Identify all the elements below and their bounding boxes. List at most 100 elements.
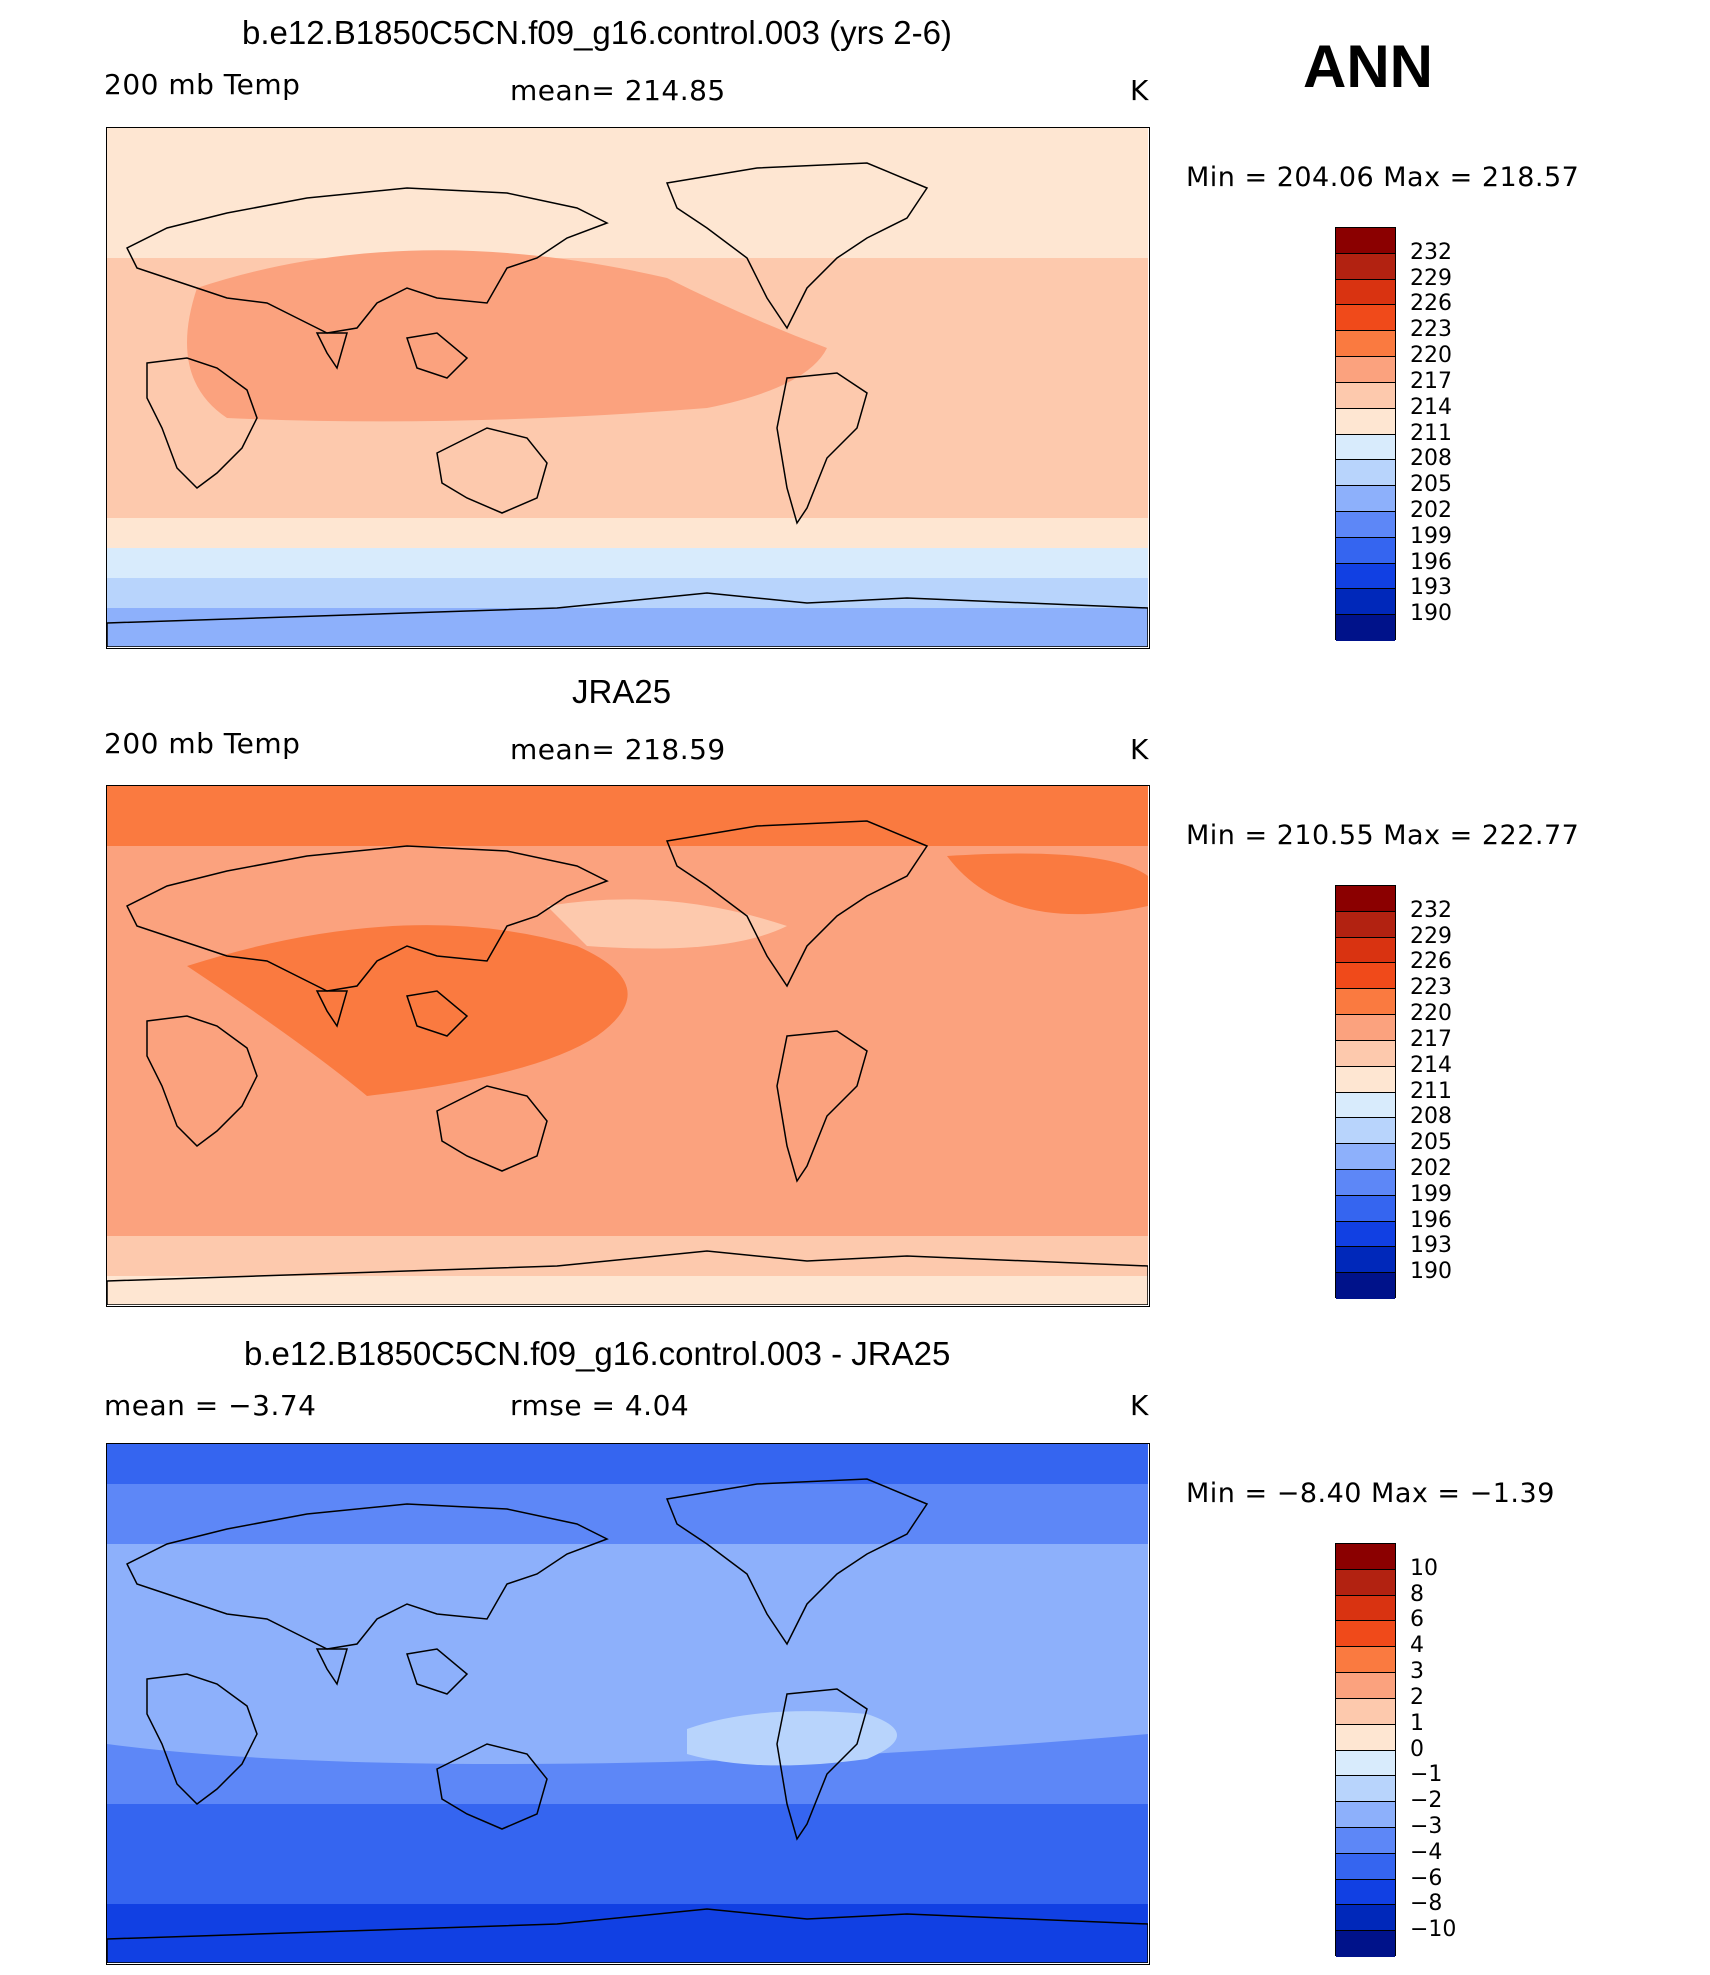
colorbar-swatch — [1336, 434, 1395, 461]
colorbar-label: −10 — [1410, 1917, 1457, 1943]
colorbar-swatch — [1336, 460, 1395, 487]
coastline — [146, 357, 258, 489]
colorbar-label: 193 — [1410, 1233, 1452, 1259]
colorbar-label: 208 — [1410, 1104, 1452, 1130]
colorbar-swatch — [1336, 1195, 1395, 1222]
colorbar-label: 232 — [1410, 239, 1452, 265]
colorbar-label: 229 — [1410, 923, 1452, 949]
colorbar-label: −6 — [1410, 1865, 1443, 1891]
panel3-rmse-label: rmse = 4.04 — [510, 1389, 690, 1422]
panel1-map — [106, 127, 1150, 649]
colorbar-swatch — [1336, 1698, 1395, 1725]
colorbar-label: 208 — [1410, 446, 1452, 472]
panel1-colorbar — [1335, 227, 1396, 641]
panel3-map — [106, 1443, 1150, 1965]
panel3-colorbar — [1335, 1543, 1396, 1957]
coastline — [665, 1478, 929, 1646]
coastline — [665, 820, 929, 988]
colorbar-swatch — [1336, 1569, 1395, 1596]
colorbar-label: 1 — [1410, 1710, 1424, 1736]
field-contour — [547, 899, 787, 949]
field-contour — [687, 1711, 897, 1766]
colorbar-label: 199 — [1410, 1181, 1452, 1207]
field-band — [107, 548, 1148, 578]
panel3-minmax: Min = −8.40 Max = −1.39 — [1186, 1478, 1555, 1509]
colorbar-label: 217 — [1410, 1026, 1452, 1052]
colorbar-swatch — [1336, 1040, 1395, 1067]
colorbar-swatch — [1336, 1647, 1395, 1674]
field-contour — [107, 1544, 1148, 1764]
panel2-title: JRA25 — [572, 673, 672, 710]
colorbar-label: 202 — [1410, 1155, 1452, 1181]
colorbar-swatch — [1336, 1673, 1395, 1699]
colorbar-label: 193 — [1410, 575, 1452, 601]
field-band — [107, 1444, 1148, 1484]
colorbar-label: 10 — [1410, 1555, 1438, 1581]
colorbar-swatch — [1336, 1776, 1395, 1803]
colorbar-label: 0 — [1410, 1736, 1424, 1762]
colorbar-swatch — [1336, 1221, 1395, 1248]
colorbar-swatch — [1336, 486, 1395, 512]
colorbar-label: 226 — [1410, 291, 1452, 317]
colorbar-label: 3 — [1410, 1659, 1424, 1685]
colorbar-label: 4 — [1410, 1633, 1424, 1659]
colorbar-label: 229 — [1410, 265, 1452, 291]
colorbar-swatch — [1336, 563, 1395, 590]
colorbar-swatch — [1336, 1015, 1395, 1041]
colorbar-swatch — [1336, 357, 1395, 383]
colorbar-label: −8 — [1410, 1891, 1443, 1917]
coastline — [107, 1250, 1148, 1305]
colorbar-label: 8 — [1410, 1581, 1424, 1607]
field-contour — [187, 925, 628, 1096]
panel2-mean-label: mean= 218.59 — [510, 733, 726, 766]
colorbar-swatch — [1336, 937, 1395, 964]
colorbar-label: 6 — [1410, 1607, 1424, 1633]
colorbar-label: 196 — [1410, 1207, 1452, 1233]
field-contour — [947, 853, 1148, 915]
panel2-left-label: 200 mb Temp — [104, 727, 301, 760]
colorbar-label: 190 — [1410, 1259, 1452, 1285]
colorbar-label: 205 — [1410, 1130, 1452, 1156]
panel1-left-label: 200 mb Temp — [104, 68, 301, 101]
coastline — [146, 1015, 258, 1147]
colorbar-swatch — [1336, 1247, 1395, 1274]
panel2-minmax: Min = 210.55 Max = 222.77 — [1186, 820, 1580, 851]
colorbar-swatch — [1336, 886, 1395, 912]
colorbar-swatch — [1336, 1853, 1395, 1880]
panel1-minmax: Min = 204.06 Max = 218.57 — [1186, 162, 1580, 193]
coastline — [125, 187, 609, 334]
colorbar-label: 211 — [1410, 420, 1452, 446]
colorbar-swatch — [1336, 1724, 1395, 1751]
colorbar-swatch — [1336, 228, 1395, 254]
colorbar-swatch — [1336, 1905, 1395, 1932]
colorbar-label: 214 — [1410, 394, 1452, 420]
panel2-map — [106, 785, 1150, 1307]
panel2-colorbar — [1335, 885, 1396, 1299]
colorbar-label: −1 — [1410, 1762, 1443, 1788]
colorbar-swatch — [1336, 989, 1395, 1016]
colorbar-swatch — [1336, 1066, 1395, 1093]
coastline — [315, 1648, 348, 1686]
colorbar-swatch — [1336, 331, 1395, 358]
coastline — [665, 162, 929, 330]
colorbar-swatch — [1336, 911, 1395, 938]
colorbar-swatch — [1336, 1144, 1395, 1170]
colorbar-label: 220 — [1410, 343, 1452, 369]
coastline — [776, 1688, 868, 1841]
colorbar-swatch — [1336, 253, 1395, 280]
colorbar-label: 190 — [1410, 601, 1452, 627]
coastline — [776, 1030, 868, 1183]
colorbar-swatch — [1336, 382, 1395, 409]
colorbar-label: 214 — [1410, 1052, 1452, 1078]
colorbar-label: −3 — [1410, 1813, 1443, 1839]
colorbar-swatch — [1336, 305, 1395, 332]
colorbar-label: 232 — [1410, 897, 1452, 923]
coastline — [406, 332, 469, 379]
season-label: ANN — [1303, 33, 1433, 100]
coastline — [406, 1648, 469, 1695]
coastline — [436, 427, 548, 514]
colorbar-swatch — [1336, 1827, 1395, 1854]
panel1-units: K — [1130, 74, 1149, 107]
coastline — [406, 990, 469, 1037]
field-contour — [187, 250, 827, 422]
